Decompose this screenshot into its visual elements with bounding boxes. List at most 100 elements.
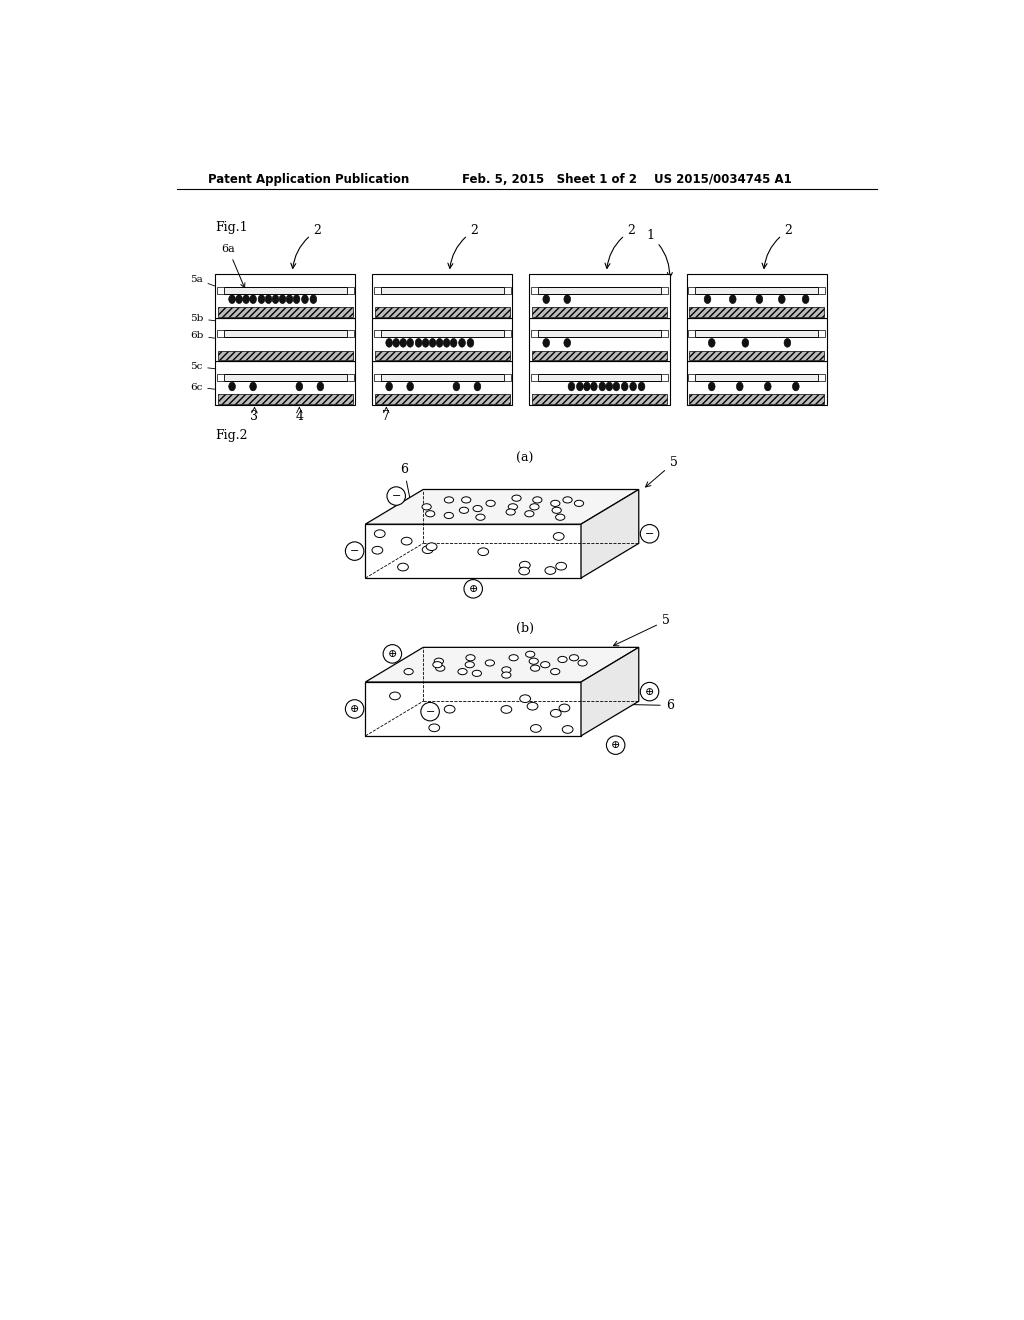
Bar: [374, 286, 381, 293]
Ellipse shape: [578, 660, 587, 667]
Text: 4: 4: [295, 411, 303, 424]
Ellipse shape: [709, 381, 715, 391]
Ellipse shape: [550, 709, 561, 717]
Ellipse shape: [465, 661, 474, 668]
Bar: [215, 362, 355, 405]
Ellipse shape: [574, 500, 584, 507]
Ellipse shape: [458, 668, 467, 675]
Text: (b): (b): [516, 622, 534, 635]
Ellipse shape: [563, 496, 572, 503]
Ellipse shape: [530, 665, 540, 672]
Ellipse shape: [460, 507, 469, 513]
Ellipse shape: [474, 381, 481, 391]
Ellipse shape: [407, 381, 414, 391]
Ellipse shape: [564, 338, 570, 347]
Ellipse shape: [462, 496, 471, 503]
Ellipse shape: [258, 294, 265, 304]
Text: 2: 2: [762, 224, 793, 268]
Text: 6b: 6b: [189, 331, 215, 341]
Circle shape: [640, 682, 658, 701]
Ellipse shape: [286, 294, 293, 304]
Ellipse shape: [638, 381, 645, 391]
Ellipse shape: [584, 381, 590, 391]
Text: Fig.2: Fig.2: [215, 429, 248, 442]
Circle shape: [387, 487, 406, 506]
Ellipse shape: [272, 294, 279, 304]
Ellipse shape: [228, 381, 236, 391]
Ellipse shape: [476, 513, 485, 520]
Bar: [504, 286, 511, 293]
Text: 2: 2: [605, 224, 636, 268]
Bar: [530, 330, 538, 337]
Bar: [373, 318, 512, 362]
Bar: [686, 275, 826, 318]
Ellipse shape: [310, 294, 316, 304]
Ellipse shape: [436, 338, 443, 347]
Ellipse shape: [577, 381, 584, 391]
Ellipse shape: [397, 564, 409, 572]
Ellipse shape: [302, 294, 308, 304]
Ellipse shape: [250, 381, 256, 391]
Text: 6a: 6a: [221, 244, 245, 288]
Ellipse shape: [551, 668, 560, 675]
Bar: [347, 374, 354, 380]
Text: 6c: 6c: [189, 383, 215, 392]
Ellipse shape: [444, 496, 454, 503]
Bar: [374, 374, 381, 380]
Ellipse shape: [568, 381, 574, 391]
Text: 2: 2: [447, 224, 478, 268]
Text: 5: 5: [645, 457, 678, 487]
Bar: [217, 330, 223, 337]
Ellipse shape: [429, 338, 436, 347]
Ellipse shape: [591, 381, 597, 391]
Ellipse shape: [606, 381, 612, 391]
Ellipse shape: [512, 495, 521, 502]
Ellipse shape: [443, 338, 450, 347]
Ellipse shape: [599, 381, 605, 391]
Text: 5c: 5c: [189, 362, 215, 371]
Ellipse shape: [501, 706, 512, 713]
Bar: [530, 374, 538, 380]
Ellipse shape: [622, 381, 628, 391]
Bar: [375, 351, 510, 360]
Bar: [695, 330, 818, 337]
Polygon shape: [366, 524, 581, 578]
Ellipse shape: [404, 668, 414, 675]
Bar: [689, 351, 824, 360]
Ellipse shape: [524, 511, 534, 517]
Ellipse shape: [478, 548, 488, 556]
Text: 7: 7: [382, 411, 390, 424]
Bar: [223, 330, 347, 337]
Bar: [662, 330, 668, 337]
Text: 5a: 5a: [189, 275, 215, 286]
Ellipse shape: [558, 656, 567, 663]
Ellipse shape: [530, 725, 542, 733]
Ellipse shape: [433, 661, 442, 668]
Ellipse shape: [543, 294, 550, 304]
Ellipse shape: [236, 294, 243, 304]
Ellipse shape: [486, 500, 496, 507]
Bar: [504, 374, 511, 380]
Ellipse shape: [422, 338, 429, 347]
Bar: [686, 318, 826, 362]
Ellipse shape: [393, 338, 399, 347]
Circle shape: [345, 700, 364, 718]
Ellipse shape: [562, 726, 573, 734]
Ellipse shape: [228, 294, 236, 304]
Ellipse shape: [541, 661, 550, 668]
Ellipse shape: [375, 529, 385, 537]
Ellipse shape: [502, 667, 511, 673]
Text: −: −: [425, 706, 435, 717]
Circle shape: [640, 524, 658, 543]
Ellipse shape: [729, 294, 736, 304]
Bar: [538, 374, 662, 380]
Ellipse shape: [372, 546, 383, 554]
Bar: [504, 330, 511, 337]
Ellipse shape: [508, 504, 517, 510]
Polygon shape: [366, 647, 639, 682]
Bar: [688, 330, 695, 337]
Ellipse shape: [529, 504, 539, 510]
Text: ⊕: ⊕: [388, 649, 397, 659]
Ellipse shape: [784, 338, 791, 347]
Ellipse shape: [444, 705, 455, 713]
